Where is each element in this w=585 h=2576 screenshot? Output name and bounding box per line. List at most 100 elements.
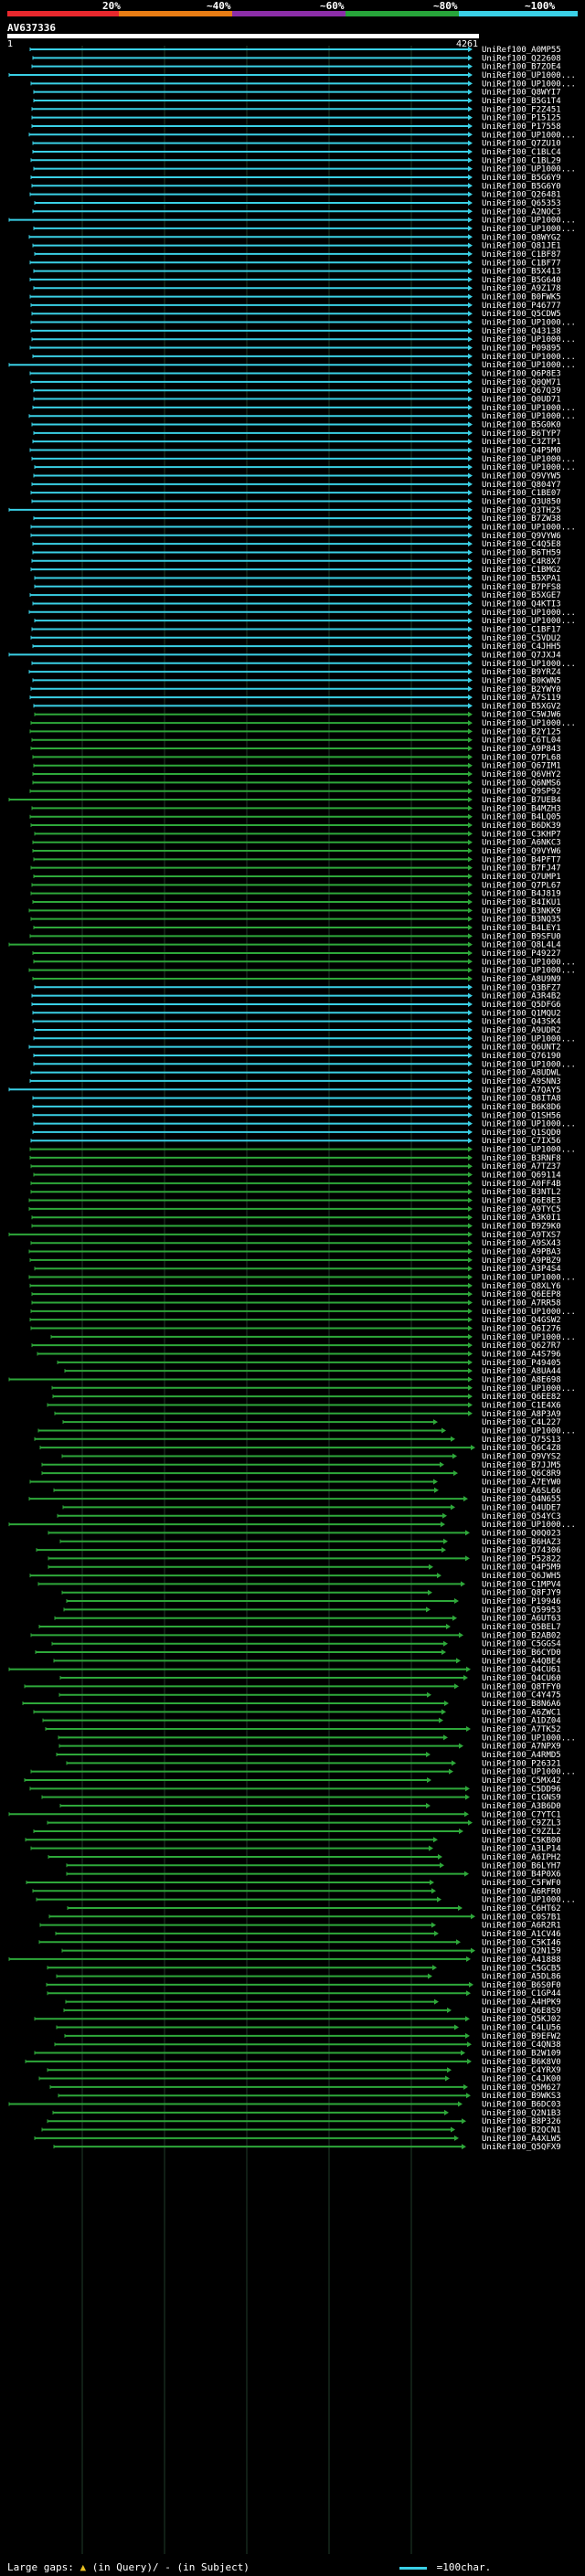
hit-row[interactable]: UniRef100_B4LQ05 — [29, 813, 561, 822]
hit-label[interactable]: UniRef100_C1BF87 — [482, 250, 561, 260]
hit-label[interactable]: UniRef100_B2YWY0 — [482, 685, 561, 694]
hit-label[interactable]: UniRef100_Q6P8E3 — [482, 370, 561, 379]
hit-row[interactable]: UniRef100_Q8FJY9 — [61, 1589, 561, 1598]
hit-row[interactable]: UniRef100_C5GGS4 — [51, 1640, 561, 1649]
hit-row[interactable]: UniRef100_UP1000... — [32, 353, 576, 362]
hit-row[interactable]: UniRef100_B0KWN5 — [32, 676, 561, 685]
hit-label[interactable]: UniRef100_A6SL66 — [482, 1487, 561, 1496]
hit-label[interactable]: UniRef100_Q67Q39 — [482, 387, 561, 396]
hit-label[interactable]: UniRef100_Q7PL68 — [482, 753, 561, 762]
hit-row[interactable]: UniRef100_UP1000... — [30, 80, 576, 89]
hit-label[interactable]: UniRef100_Q43SK4 — [482, 1018, 561, 1027]
hit-row[interactable]: UniRef100_UP1000... — [50, 1333, 576, 1342]
hit-row[interactable]: UniRef100_UP1000... — [28, 131, 576, 140]
hit-label[interactable]: UniRef100_Q4CU61 — [482, 1666, 561, 1675]
hit-label[interactable]: UniRef100_B9YRZ4 — [482, 668, 561, 677]
hit-row[interactable]: UniRef100_A7RR58 — [31, 1299, 561, 1309]
hit-row[interactable]: UniRef100_Q8L4L4 — [8, 941, 561, 950]
hit-label[interactable]: UniRef100_P52822 — [482, 1554, 561, 1564]
hit-row[interactable]: UniRef100_B3NQ35 — [30, 916, 561, 925]
hit-row[interactable]: UniRef100_A4XLW5 — [34, 2135, 561, 2144]
hit-row[interactable]: UniRef100_UP1000... — [30, 319, 576, 328]
hit-row[interactable]: UniRef100_B8P326 — [47, 2117, 561, 2126]
hit-row[interactable]: UniRef100_UP1000... — [33, 1034, 576, 1044]
hit-label[interactable]: UniRef100_B2QCN1 — [482, 2126, 561, 2136]
hit-label[interactable]: UniRef100_C4Q5E8 — [482, 540, 561, 549]
hit-label[interactable]: UniRef100_C4Y475 — [482, 1691, 561, 1701]
hit-row[interactable]: UniRef100_A9PBZ9 — [29, 1256, 561, 1266]
hit-label[interactable]: UniRef100_P09895 — [482, 345, 561, 354]
hit-row[interactable]: UniRef100_Q8ITA8 — [32, 1095, 561, 1104]
hit-row[interactable]: UniRef100_B0FWK5 — [29, 293, 561, 302]
hit-label[interactable]: UniRef100_B6K8V0 — [482, 2058, 561, 2067]
hit-row[interactable]: UniRef100_A9SX43 — [30, 1239, 561, 1248]
hit-row[interactable]: UniRef100_A4RMD5 — [56, 1751, 561, 1760]
hit-label[interactable]: UniRef100_B5XPA1 — [482, 574, 561, 583]
hit-row[interactable]: UniRef100_C0S7B1 — [48, 1913, 561, 1922]
hit-label[interactable]: UniRef100_C1MPV4 — [482, 1580, 561, 1589]
hit-row[interactable]: UniRef100_A9SNN3 — [29, 1077, 561, 1087]
hit-row[interactable]: UniRef100_A3K0I1 — [31, 1214, 561, 1223]
hit-row[interactable]: UniRef100_A4S796 — [37, 1350, 561, 1359]
hit-row[interactable]: UniRef100_Q4P5M0 — [29, 447, 561, 456]
hit-row[interactable]: UniRef100_B4MZH3 — [31, 804, 561, 813]
hit-row[interactable]: UniRef100_C3KHP7 — [34, 830, 561, 839]
hit-label[interactable]: UniRef100_Q5DFG6 — [482, 1001, 561, 1010]
hit-label[interactable]: UniRef100_Q69114 — [482, 1171, 561, 1181]
hit-label[interactable]: UniRef100_C1BE07 — [482, 489, 561, 498]
hit-label[interactable]: UniRef100_Q0UD71 — [482, 396, 561, 405]
hit-row[interactable]: UniRef100_UP1000... — [29, 1146, 576, 1155]
hit-label[interactable]: UniRef100_B3NKK9 — [482, 906, 561, 916]
hit-label[interactable]: UniRef100_Q4P5M0 — [482, 447, 561, 456]
hit-row[interactable]: UniRef100_C1BE07 — [30, 489, 561, 498]
hit-label[interactable]: UniRef100_Q6EE82 — [482, 1393, 561, 1402]
hit-label[interactable]: UniRef100_C5GCB5 — [482, 1964, 561, 1973]
hit-label[interactable]: UniRef100_UP1000... — [482, 1146, 576, 1155]
hit-row[interactable]: UniRef100_B2Y125 — [29, 727, 561, 737]
hit-label[interactable]: UniRef100_UP1000... — [482, 463, 576, 472]
hit-row[interactable]: UniRef100_UP1000... — [28, 967, 576, 976]
hit-label[interactable]: UniRef100_Q6EEP8 — [482, 1290, 561, 1299]
hit-row[interactable]: UniRef100_UP1000... — [30, 1308, 576, 1317]
hit-row[interactable]: UniRef100_Q3U850 — [31, 497, 561, 506]
hit-label[interactable]: UniRef100_UP1000... — [482, 1333, 576, 1342]
hit-label[interactable]: UniRef100_UP1000... — [482, 1896, 576, 1905]
hit-label[interactable]: UniRef100_C5FWF0 — [482, 1879, 561, 1888]
hit-row[interactable]: UniRef100_B6K8V0 — [25, 2058, 561, 2067]
hit-row[interactable]: UniRef100_B6LYH7 — [66, 1861, 561, 1871]
hit-label[interactable]: UniRef100_B4J819 — [482, 890, 561, 899]
hit-label[interactable]: UniRef100_Q804Y7 — [482, 481, 561, 490]
hit-label[interactable]: UniRef100_UP1000... — [482, 967, 576, 976]
hit-label[interactable]: UniRef100_B7ZOE4 — [482, 63, 561, 72]
hit-label[interactable]: UniRef100_B6DK39 — [482, 822, 561, 831]
hit-row[interactable]: UniRef100_C4R8X7 — [31, 557, 561, 567]
hit-label[interactable]: UniRef100_B2Y125 — [482, 727, 561, 737]
hit-label[interactable]: UniRef100_UP1000... — [482, 319, 576, 328]
hit-label[interactable]: UniRef100_A8E698 — [482, 1375, 561, 1384]
hit-row[interactable]: UniRef100_Q6P8E3 — [29, 370, 561, 379]
hit-row[interactable]: UniRef100_C5VDU2 — [30, 634, 561, 643]
hit-label[interactable]: UniRef100_A9Z178 — [482, 284, 561, 293]
hit-row[interactable]: UniRef100_B4IKU1 — [32, 898, 561, 907]
hit-row[interactable]: UniRef100_B6TH59 — [32, 548, 561, 557]
hit-row[interactable]: UniRef100_A6R2R1 — [39, 1922, 561, 1931]
hit-label[interactable]: UniRef100_A4RMD5 — [482, 1751, 561, 1760]
hit-label[interactable]: UniRef100_Q6UNT2 — [482, 1044, 561, 1053]
hit-row[interactable]: UniRef100_C6HT62 — [67, 1904, 561, 1913]
hit-row[interactable]: UniRef100_Q74306 — [36, 1546, 561, 1555]
hit-label[interactable]: UniRef100_B5G1T4 — [482, 97, 561, 106]
hit-row[interactable]: UniRef100_A8UDWL — [30, 1069, 561, 1078]
hit-row[interactable]: UniRef100_B5XGV2 — [33, 702, 561, 711]
hit-row[interactable]: UniRef100_UP1000... — [28, 412, 576, 421]
hit-row[interactable]: UniRef100_B5XGE7 — [29, 591, 561, 600]
hit-row[interactable]: UniRef100_Q804Y7 — [31, 481, 561, 490]
hit-row[interactable]: UniRef100_A7NPX9 — [58, 1743, 561, 1752]
hit-row[interactable]: UniRef100_Q4GSW2 — [29, 1316, 561, 1325]
hit-row[interactable]: UniRef100_UP1000... — [58, 1733, 576, 1743]
hit-label[interactable]: UniRef100_P17558 — [482, 122, 561, 132]
hit-label[interactable]: UniRef100_UP1000... — [482, 412, 576, 421]
hit-row[interactable]: UniRef100_A9TXS7 — [8, 1231, 561, 1240]
hit-row[interactable]: UniRef100_B2W109 — [34, 2050, 561, 2059]
hit-label[interactable]: UniRef100_B2AB02 — [482, 1631, 561, 1640]
hit-row[interactable]: UniRef100_A9P843 — [30, 745, 561, 754]
